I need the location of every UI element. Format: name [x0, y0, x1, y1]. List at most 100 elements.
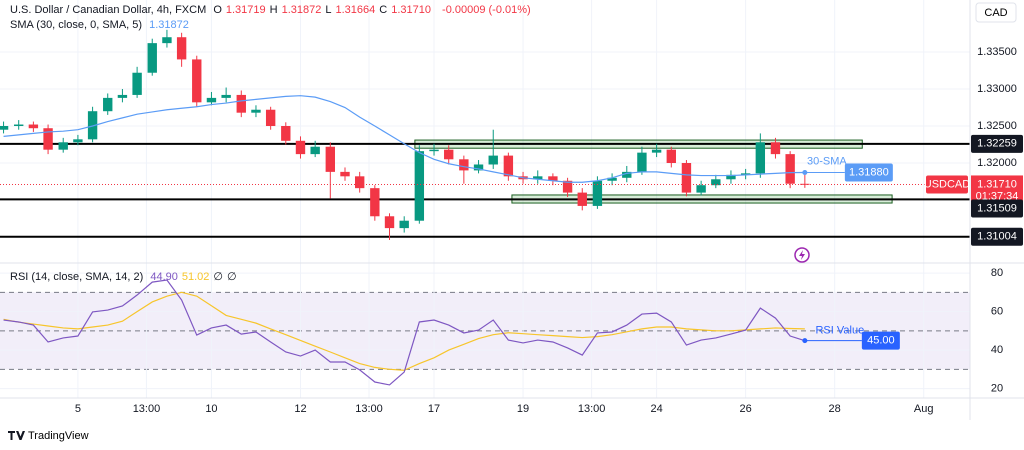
- y-tick-label: 40: [991, 344, 1003, 356]
- symbol-title: U.S. Dollar / Canadian Dollar, 4h, FXCM: [10, 4, 207, 16]
- ohlc-value: 1.31872: [281, 4, 322, 16]
- sma-legend-name: SMA (30, close, 0, SMA, 5): [10, 19, 143, 31]
- candle-body: [414, 151, 425, 221]
- brand-mark[interactable]: [8, 431, 25, 440]
- x-tick-label: 26: [740, 403, 752, 415]
- candle-body: [58, 142, 68, 150]
- last-price-label: 1.31710: [977, 178, 1017, 190]
- x-tick-label: Aug: [914, 403, 934, 415]
- sma-value-annotation-box: [844, 163, 893, 182]
- candle-body: [592, 180, 603, 206]
- ohlc-value: 1.31710: [391, 4, 431, 16]
- hline-label: 1.31509: [977, 202, 1017, 214]
- rsi-legend: RSI (14, close, SMA, 14, 2) 44.90 51.02 ∅ ∅: [10, 270, 241, 283]
- currency-button[interactable]: CAD: [975, 2, 1017, 23]
- candle-body: [711, 179, 721, 186]
- candle-body: [533, 176, 543, 180]
- candle-body: [132, 72, 142, 95]
- candle-body: [577, 192, 587, 206]
- candle-body: [503, 155, 514, 177]
- candle-body: [310, 146, 320, 155]
- candle-body: [43, 128, 53, 150]
- symbol-tag-box: [926, 175, 968, 194]
- candle-body: [696, 185, 706, 193]
- rsi-legend-value: ∅: [213, 271, 223, 283]
- candle-body: [0, 126, 9, 130]
- ohlc-value: 1.31719: [225, 4, 266, 16]
- hline-label-box: [971, 134, 1023, 153]
- y-tick-label: 1.33500: [977, 46, 1017, 58]
- ohlc-key: O: [213, 4, 222, 16]
- rsi-annotation: RSI Value: [815, 325, 864, 337]
- alert-icon[interactable]: [794, 247, 810, 263]
- x-tick-label: 17: [428, 403, 440, 415]
- ohlc-value: 1.31664: [335, 4, 376, 16]
- y-tick-label: 60: [991, 305, 1003, 317]
- alert-icon-bolt[interactable]: [799, 250, 805, 260]
- x-tick-label: 13:00: [578, 403, 606, 415]
- x-tick-label: 24: [650, 403, 662, 415]
- candle-body: [429, 149, 439, 152]
- candle-body: [73, 139, 83, 143]
- hline-label-box: [971, 199, 1023, 218]
- candle-body: [607, 177, 617, 181]
- candle-body: [236, 94, 246, 113]
- sma-value-annotation: 1.31880: [849, 166, 889, 178]
- y-tick-label: 1.32000: [977, 157, 1017, 169]
- candle-body: [354, 176, 365, 189]
- candle-body: [176, 37, 187, 60]
- candle-body: [755, 142, 766, 174]
- x-tick-label: 10: [205, 403, 217, 415]
- rsi-line: [3, 279, 806, 386]
- brand-logo[interactable]: TradingView: [8, 430, 89, 442]
- candle-body: [548, 176, 558, 181]
- candle-body: [740, 173, 751, 175]
- candle-body: [251, 109, 261, 113]
- currency-label[interactable]: CAD: [984, 7, 1007, 19]
- price-change: -0.00009 (-0.01%): [442, 4, 531, 16]
- hline-label-box: [971, 227, 1023, 246]
- sma-legend: SMA (30, close, 0, SMA, 5) 1.31872: [10, 19, 193, 31]
- symbol-tag: USDCAD: [924, 178, 971, 190]
- x-tick-label: 13:00: [355, 403, 383, 415]
- candle-body: [622, 171, 632, 178]
- rsi-legend-value: ∅: [227, 271, 237, 283]
- ohlc-key: C: [379, 4, 388, 16]
- plot: 1.32000 1.32500 1.33000 1.33500 30-SMA1.3188…: [0, 29, 1023, 415]
- currency-button-frame[interactable]: [975, 2, 1017, 23]
- ohlc: O 1.31719 H 1.31872 L 1.31664 C 1.31710: [213, 4, 435, 16]
- candle-body: [726, 174, 736, 180]
- candle-body: [681, 163, 692, 193]
- candle-body: [28, 124, 39, 129]
- sma-legend-value: 1.31872: [149, 19, 189, 31]
- candle-body: [281, 126, 291, 141]
- candle-body: [637, 152, 647, 172]
- candle-body: [192, 59, 202, 103]
- candle-body: [103, 97, 113, 112]
- brand-name[interactable]: TradingView: [28, 430, 89, 442]
- alert-icon-ring[interactable]: [794, 247, 810, 263]
- ohlc-key: H: [269, 4, 278, 16]
- rsi-value-annotation-box: [861, 331, 900, 350]
- candle-body: [295, 140, 306, 155]
- candle-body: [87, 111, 98, 140]
- candle-body: [325, 146, 335, 172]
- candle-body: [488, 155, 498, 165]
- countdown-label: 01:37:34: [976, 190, 1019, 202]
- rsi-legend-name: RSI (14, close, SMA, 14, 2): [10, 271, 144, 283]
- x-tick-label: 5: [75, 403, 81, 415]
- candle-body: [384, 216, 395, 229]
- rsi-legend-value: 44.90: [150, 271, 178, 283]
- y-tick-label: 20: [991, 382, 1003, 394]
- rsi-band: [0, 292, 970, 370]
- symbol-legend: U.S. Dollar / Canadian Dollar, 4h, FXCM …: [10, 4, 535, 16]
- x-tick-label: 13:00: [133, 403, 161, 415]
- y-tick-label: 1.32500: [977, 120, 1017, 132]
- candle-body: [770, 142, 781, 155]
- ohlc-key: L: [325, 4, 332, 16]
- x-tick-label: 19: [517, 403, 529, 415]
- candle-body: [221, 94, 231, 98]
